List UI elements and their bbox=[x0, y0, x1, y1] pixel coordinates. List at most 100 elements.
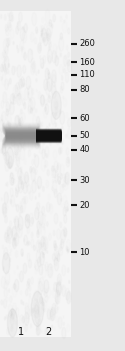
Circle shape bbox=[64, 228, 67, 237]
Circle shape bbox=[37, 231, 39, 238]
Circle shape bbox=[37, 176, 42, 188]
Text: 2: 2 bbox=[46, 327, 52, 337]
Circle shape bbox=[41, 31, 43, 35]
Text: 160: 160 bbox=[79, 58, 95, 67]
Circle shape bbox=[13, 41, 14, 45]
Circle shape bbox=[61, 199, 62, 201]
Text: 260: 260 bbox=[79, 39, 95, 48]
Circle shape bbox=[37, 221, 40, 230]
FancyBboxPatch shape bbox=[0, 11, 71, 337]
Circle shape bbox=[32, 308, 34, 313]
Circle shape bbox=[54, 244, 57, 251]
Circle shape bbox=[6, 315, 7, 319]
Text: 10: 10 bbox=[79, 247, 90, 257]
Circle shape bbox=[2, 253, 10, 274]
Circle shape bbox=[51, 91, 61, 119]
FancyBboxPatch shape bbox=[36, 128, 62, 135]
Circle shape bbox=[20, 133, 22, 139]
Circle shape bbox=[44, 280, 49, 293]
Circle shape bbox=[66, 206, 68, 211]
Circle shape bbox=[16, 190, 18, 197]
Circle shape bbox=[37, 117, 40, 125]
Circle shape bbox=[33, 136, 34, 139]
Circle shape bbox=[40, 252, 44, 265]
FancyBboxPatch shape bbox=[36, 130, 62, 136]
Circle shape bbox=[28, 49, 33, 62]
FancyBboxPatch shape bbox=[36, 135, 62, 141]
Circle shape bbox=[1, 148, 2, 153]
Circle shape bbox=[38, 186, 39, 189]
Circle shape bbox=[52, 325, 53, 328]
Text: 110: 110 bbox=[79, 70, 95, 79]
Circle shape bbox=[15, 204, 16, 206]
Circle shape bbox=[24, 53, 26, 60]
Circle shape bbox=[45, 68, 49, 80]
Circle shape bbox=[61, 242, 62, 245]
Circle shape bbox=[40, 297, 42, 304]
Circle shape bbox=[54, 258, 59, 271]
FancyBboxPatch shape bbox=[2, 125, 40, 132]
Circle shape bbox=[57, 282, 61, 295]
Circle shape bbox=[21, 249, 23, 256]
Circle shape bbox=[34, 245, 35, 251]
FancyBboxPatch shape bbox=[36, 134, 62, 140]
Circle shape bbox=[38, 70, 39, 73]
Circle shape bbox=[14, 279, 19, 292]
Circle shape bbox=[48, 73, 50, 79]
Circle shape bbox=[45, 328, 47, 335]
Circle shape bbox=[66, 291, 71, 304]
FancyBboxPatch shape bbox=[3, 138, 39, 145]
FancyBboxPatch shape bbox=[3, 126, 39, 134]
Circle shape bbox=[25, 214, 30, 228]
Circle shape bbox=[42, 253, 44, 258]
Circle shape bbox=[54, 241, 56, 248]
Circle shape bbox=[60, 173, 62, 179]
FancyBboxPatch shape bbox=[36, 132, 62, 139]
Circle shape bbox=[49, 20, 52, 27]
Circle shape bbox=[18, 216, 23, 230]
Circle shape bbox=[39, 193, 40, 197]
Circle shape bbox=[52, 70, 56, 83]
Circle shape bbox=[40, 95, 44, 106]
Circle shape bbox=[69, 280, 70, 283]
Circle shape bbox=[52, 24, 53, 28]
Circle shape bbox=[57, 193, 62, 205]
FancyBboxPatch shape bbox=[4, 136, 38, 144]
Circle shape bbox=[58, 177, 61, 184]
Text: 50: 50 bbox=[79, 131, 90, 140]
FancyBboxPatch shape bbox=[5, 130, 37, 137]
Circle shape bbox=[31, 291, 44, 326]
FancyBboxPatch shape bbox=[5, 129, 38, 137]
FancyBboxPatch shape bbox=[36, 131, 62, 137]
Text: 80: 80 bbox=[79, 85, 90, 94]
FancyBboxPatch shape bbox=[5, 135, 38, 143]
Circle shape bbox=[22, 27, 24, 30]
Circle shape bbox=[21, 77, 24, 87]
FancyBboxPatch shape bbox=[36, 131, 62, 138]
FancyBboxPatch shape bbox=[36, 137, 62, 143]
FancyBboxPatch shape bbox=[5, 134, 37, 142]
Circle shape bbox=[36, 27, 38, 33]
Circle shape bbox=[21, 300, 22, 304]
FancyBboxPatch shape bbox=[3, 125, 40, 133]
Circle shape bbox=[47, 78, 52, 91]
FancyBboxPatch shape bbox=[36, 133, 62, 139]
FancyBboxPatch shape bbox=[36, 134, 62, 140]
Circle shape bbox=[23, 263, 27, 273]
Circle shape bbox=[4, 317, 5, 320]
Circle shape bbox=[26, 215, 28, 221]
FancyBboxPatch shape bbox=[6, 132, 37, 140]
Circle shape bbox=[4, 192, 8, 204]
Circle shape bbox=[12, 66, 15, 75]
Text: 1: 1 bbox=[18, 327, 24, 337]
FancyBboxPatch shape bbox=[36, 133, 62, 140]
FancyBboxPatch shape bbox=[2, 139, 40, 147]
Text: 30: 30 bbox=[79, 176, 90, 185]
Circle shape bbox=[36, 133, 41, 146]
Circle shape bbox=[59, 181, 60, 184]
Circle shape bbox=[47, 251, 48, 253]
Circle shape bbox=[8, 227, 12, 239]
Circle shape bbox=[16, 205, 19, 212]
Circle shape bbox=[44, 38, 45, 40]
Circle shape bbox=[53, 14, 56, 22]
